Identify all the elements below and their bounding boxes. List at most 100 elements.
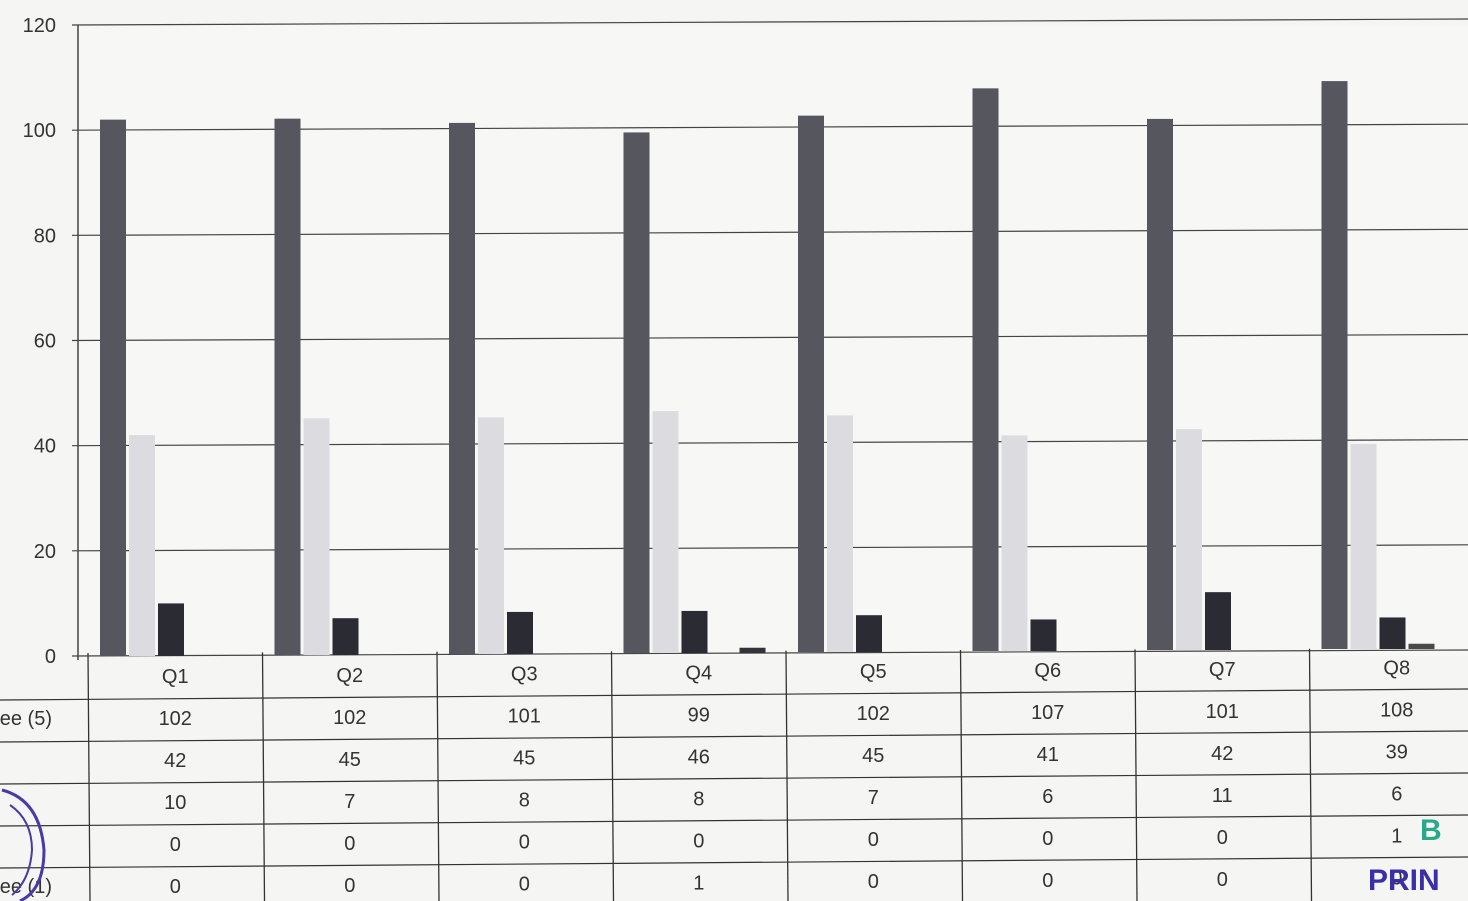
data-label: 0 <box>519 874 530 896</box>
data-label: 102 <box>333 707 366 729</box>
data-label: 0 <box>170 834 181 856</box>
data-label: 0 <box>1391 868 1402 890</box>
table-row-line <box>0 772 1468 785</box>
data-label: 6 <box>1391 784 1402 806</box>
data-label: 8 <box>519 790 530 812</box>
bar-q2-s2 <box>303 418 330 655</box>
bar-q7-s3 <box>1205 592 1231 650</box>
table-row-line <box>0 688 1468 701</box>
data-label: 1 <box>693 872 704 894</box>
signature-text: PRIN <box>1368 864 1440 897</box>
data-label: 0 <box>1217 827 1228 849</box>
data-label: 45 <box>513 748 535 770</box>
gridline <box>71 333 1468 342</box>
stamp-mark <box>1 788 46 901</box>
data-label: 0 <box>1042 828 1053 850</box>
data-label: 99 <box>688 704 710 726</box>
table-row-line <box>0 856 1468 869</box>
y-tick-label: 100 <box>23 120 56 142</box>
bar-q5-s3 <box>856 615 882 652</box>
table-col-line <box>261 652 266 901</box>
stamp-mark <box>9 804 34 896</box>
bar-q7-s1 <box>1147 118 1173 651</box>
data-label: 1 <box>1391 826 1402 848</box>
data-label: 0 <box>693 830 704 852</box>
bar-q2-s1 <box>274 118 301 655</box>
data-label: 7 <box>344 791 355 813</box>
table-col-line <box>785 650 789 901</box>
x-tick-label: Q4 <box>685 662 712 684</box>
data-label: 0 <box>868 829 879 851</box>
data-label: 42 <box>164 750 186 772</box>
bar-q5-s2 <box>827 415 853 652</box>
bar-q5-s1 <box>798 115 824 652</box>
data-label: 8 <box>693 788 704 810</box>
data-label: 101 <box>508 706 541 728</box>
data-label: 0 <box>868 871 879 893</box>
bar-q2-s3 <box>332 618 359 655</box>
bar-q8-s3 <box>1379 617 1406 649</box>
bar-q8-s2 <box>1350 443 1377 649</box>
data-label: 0 <box>519 832 530 854</box>
data-label: 102 <box>159 708 192 730</box>
data-label: 42 <box>1211 743 1233 765</box>
data-label: 6 <box>1042 786 1053 808</box>
data-label: 0 <box>170 876 181 898</box>
table-col-line <box>610 651 615 901</box>
bar-q6-s2 <box>1001 435 1028 651</box>
table-col-line <box>1308 648 1313 901</box>
x-tick-label: Q6 <box>1034 660 1061 682</box>
data-label: 46 <box>688 746 710 768</box>
bar-q1-s2 <box>129 435 155 656</box>
table-row-line <box>0 730 1468 743</box>
y-tick-label: 40 <box>34 436 56 458</box>
data-label: 10 <box>164 792 186 814</box>
bar-q6-s1 <box>972 88 999 651</box>
data-label: 0 <box>344 875 355 897</box>
bar-q1-s3 <box>158 603 184 656</box>
data-label: 102 <box>857 703 890 725</box>
bar-q8-s4 <box>1408 643 1435 649</box>
data-label: 45 <box>339 749 361 771</box>
data-label: 45 <box>862 745 884 767</box>
bar-q3-s1 <box>449 122 475 655</box>
series-row-label: gree (1) <box>0 876 52 898</box>
y-tick-label: 60 <box>34 331 56 353</box>
x-tick-label: Q8 <box>1383 658 1410 680</box>
bar-q4-s2 <box>652 411 679 653</box>
y-tick-label: 80 <box>34 225 56 247</box>
bar-q4-s5 <box>739 647 766 653</box>
data-label: 0 <box>1217 869 1228 891</box>
bar-q4-s1 <box>623 132 650 654</box>
bar-q6-s3 <box>1030 619 1057 651</box>
gridline <box>71 123 1468 131</box>
gridline <box>71 18 1468 26</box>
bar-q7-s2 <box>1176 429 1202 650</box>
bar-q8-s1 <box>1321 81 1348 650</box>
y-tick-label: 0 <box>45 646 56 668</box>
table-col-line <box>436 651 440 901</box>
table-col-line <box>959 649 964 901</box>
data-label: 11 <box>1212 785 1233 807</box>
bar-q1-s1 <box>100 119 126 656</box>
x-tick-label: Q5 <box>860 661 887 683</box>
series-row-label: ee (5) <box>0 708 52 730</box>
table-row-line <box>0 814 1468 827</box>
x-tick-label: Q2 <box>336 665 363 687</box>
x-tick-label: Q3 <box>511 664 538 686</box>
gridline <box>71 228 1468 236</box>
bar-q3-s3 <box>507 611 533 654</box>
data-label: 0 <box>344 833 355 855</box>
bar-q4-s3 <box>681 610 708 653</box>
signature-initial: B <box>1420 814 1442 847</box>
bar-q3-s2 <box>478 417 504 654</box>
x-tick-label: Q7 <box>1209 659 1236 681</box>
data-label: 41 <box>1037 744 1059 766</box>
table-col-line <box>87 652 91 901</box>
x-tick-label: Q1 <box>162 666 189 688</box>
data-label: 7 <box>868 787 879 809</box>
data-label: 107 <box>1031 702 1064 724</box>
data-label: 39 <box>1386 742 1408 764</box>
data-label: 108 <box>1380 700 1413 722</box>
